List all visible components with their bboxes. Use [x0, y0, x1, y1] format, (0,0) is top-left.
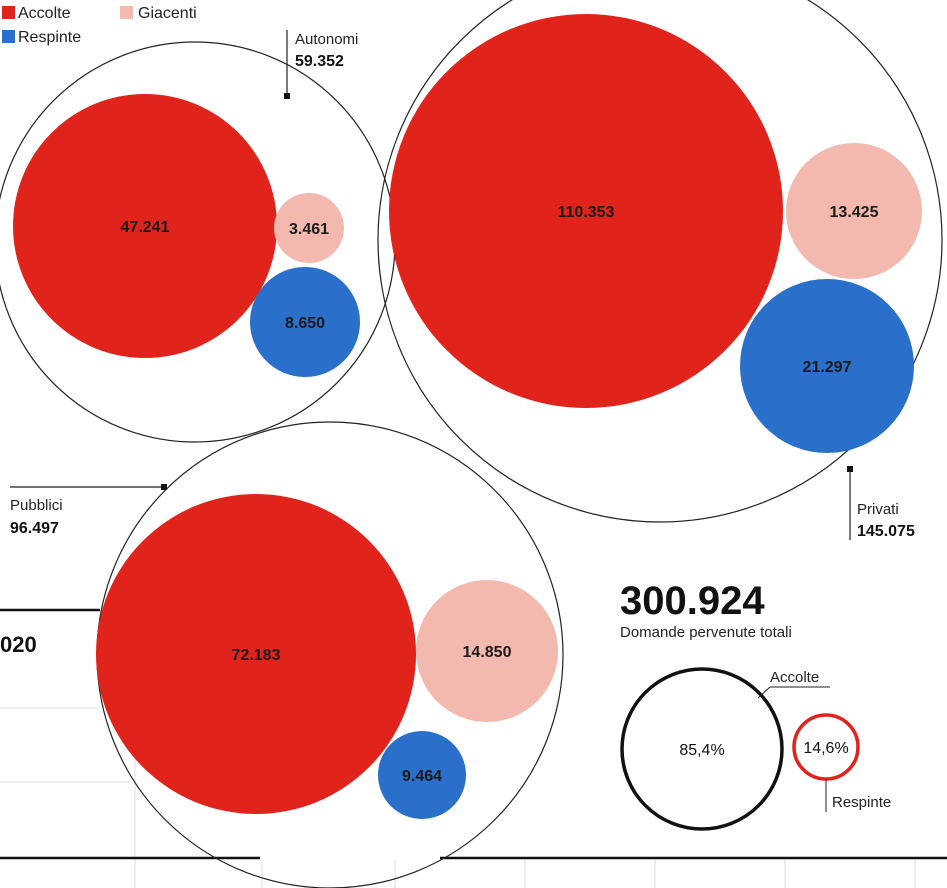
bubble-label-autonomi-respinte: 8.650: [285, 315, 325, 332]
category-name-autonomi: Autonomi: [295, 31, 358, 48]
bubble-label-privati-giacenti: 13.425: [830, 204, 879, 221]
bubble-pubblici-accolte: [96, 494, 416, 814]
bubble-label-pubblici-respinte: 9.464: [402, 768, 442, 785]
share-leader-accolte: [757, 686, 771, 699]
bubble-label-privati-respinte: 21.297: [803, 359, 852, 376]
bubble-label-pubblici-accolte: 72.183: [232, 647, 281, 664]
legend-swatch-respinte: [2, 30, 15, 43]
bubble-pubblici-giacenti: [416, 580, 558, 722]
bubble-pubblici-respinte: [378, 731, 466, 819]
legend-label-giacenti: Giacenti: [138, 5, 197, 22]
legend-label-respinte: Respinte: [18, 29, 81, 46]
legend-swatch-giacenti: [120, 6, 133, 19]
category-total-pubblici: 96.497: [10, 520, 59, 537]
leader-dot-autonomi: [284, 93, 290, 99]
bubble-label-autonomi-accolte: 47.241: [121, 219, 170, 236]
grand-total-value: 300.924: [620, 579, 765, 623]
category-total-autonomi: 59.352: [295, 53, 344, 70]
bubble-privati-respinte: [740, 279, 914, 453]
share-name-accolte: Accolte: [770, 669, 819, 686]
bubble-autonomi-accolte: [13, 94, 277, 358]
partial-year-label: 020: [0, 632, 37, 657]
outer-circle-privati: [377, 0, 943, 523]
share-label-accolte: 85,4%: [679, 742, 724, 759]
share-label-respinte: 14,6%: [803, 740, 848, 757]
share-name-respinte: Respinte: [832, 794, 891, 811]
category-total-privati: 145.075: [857, 523, 915, 540]
leader-dot-pubblici: [161, 484, 167, 490]
legend: Accolte Giacenti Respinte: [2, 5, 197, 46]
grand-total-label: Domande pervenute totali: [620, 624, 792, 641]
category-name-pubblici: Pubblici: [10, 497, 63, 514]
leader-dot-privati: [847, 466, 853, 472]
share-circle-accolte: [620, 667, 784, 831]
bubble-label-autonomi-giacenti: 3.461: [289, 221, 329, 238]
bubble-privati-accolte: [389, 14, 783, 408]
bubble-label-pubblici-giacenti: 14.850: [463, 644, 512, 661]
bubble-autonomi-giacenti: [274, 193, 344, 263]
category-name-privati: Privati: [857, 501, 899, 518]
bubble-privati-giacenti: [786, 143, 922, 279]
legend-label-accolte: Accolte: [18, 5, 71, 22]
bubble-autonomi-respinte: [250, 267, 360, 377]
bubble-label-privati-accolte: 110.353: [558, 204, 615, 221]
legend-swatch-accolte: [2, 6, 15, 19]
